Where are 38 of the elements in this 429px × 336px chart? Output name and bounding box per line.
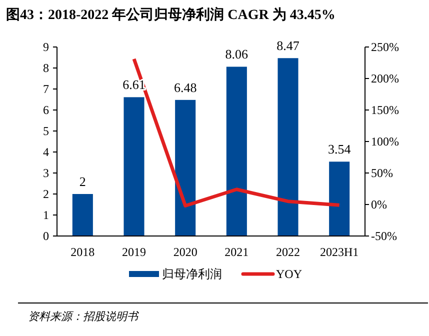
y2-tick-label: 200% (371, 72, 399, 86)
y2-tick-label: 150% (371, 103, 399, 117)
y-tick-label: 2 (43, 187, 49, 201)
bar (329, 162, 350, 236)
x-tick-label: 2022 (276, 245, 300, 259)
bar (175, 100, 196, 236)
y-tick-label: 0 (43, 229, 49, 243)
bar (124, 97, 144, 236)
x-tick-label: 2023H1 (320, 245, 359, 259)
y2-tick-label: 100% (371, 134, 399, 148)
y-tick-label: 4 (43, 145, 49, 159)
data-label: 8.47 (276, 38, 300, 54)
y2-tick-label: 0% (371, 198, 387, 212)
bar (72, 194, 93, 236)
x-tick-label: 2018 (70, 245, 95, 259)
legend-label: YOY (276, 267, 302, 281)
x-tick-label: 2019 (122, 245, 146, 259)
y2-tick-label: 50% (371, 166, 393, 180)
y-tick-label: 9 (43, 40, 49, 54)
chart-title: 图43：2018-2022 年公司归母净利润 CAGR 为 43.45% (6, 6, 336, 23)
data-label: 8.06 (225, 46, 249, 62)
data-label: 3.54 (328, 142, 352, 157)
y-tick-label: 1 (43, 208, 49, 222)
bar (278, 58, 298, 236)
x-tick-label: 2021 (224, 245, 249, 259)
y-tick-label: 5 (43, 124, 49, 138)
x-tick-label: 2020 (173, 245, 198, 259)
data-label: 6.48 (174, 80, 197, 95)
y2-tick-label: 250% (371, 40, 399, 54)
y-tick-label: 6 (43, 103, 49, 117)
data-label: 2 (79, 174, 86, 189)
y2-tick-label: -50% (371, 229, 397, 243)
y-tick-label: 7 (43, 82, 49, 96)
text: 资料来源：招股说明书 (28, 310, 140, 323)
legend-label: 归母净利润 (162, 267, 222, 281)
y-tick-label: 8 (43, 61, 49, 75)
y-tick-label: 3 (43, 166, 49, 180)
bar (226, 66, 247, 236)
